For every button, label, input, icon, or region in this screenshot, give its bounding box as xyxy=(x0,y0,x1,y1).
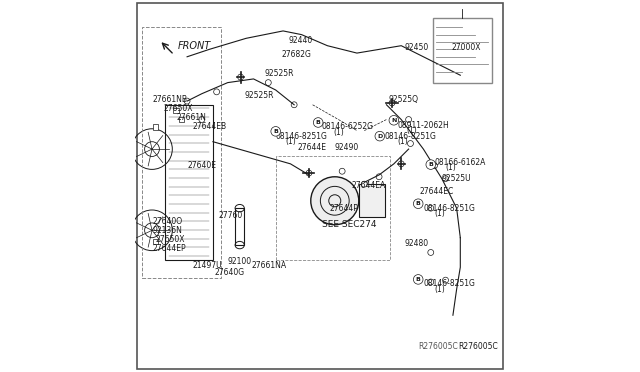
Bar xyxy=(276,157,390,260)
Text: 92440: 92440 xyxy=(289,36,313,45)
Circle shape xyxy=(389,100,395,106)
Text: (1): (1) xyxy=(397,137,408,146)
Circle shape xyxy=(406,116,412,122)
Circle shape xyxy=(376,174,382,180)
Bar xyxy=(173,108,179,113)
Text: 08146-8251G: 08146-8251G xyxy=(424,279,476,288)
Circle shape xyxy=(199,116,205,122)
Circle shape xyxy=(314,118,323,127)
Circle shape xyxy=(398,161,404,167)
Text: R276005C: R276005C xyxy=(458,342,498,351)
Circle shape xyxy=(362,181,367,187)
Text: 92525U: 92525U xyxy=(442,174,472,183)
Circle shape xyxy=(311,177,359,225)
Text: 27640E: 27640E xyxy=(187,161,216,170)
Text: 27650X: 27650X xyxy=(156,235,185,244)
Text: 08166-6162A: 08166-6162A xyxy=(435,157,486,167)
Text: 27644EP: 27644EP xyxy=(152,244,186,253)
Bar xyxy=(165,105,213,260)
Circle shape xyxy=(214,89,220,95)
Text: 92490: 92490 xyxy=(335,143,359,152)
Text: 92525Q: 92525Q xyxy=(388,95,419,104)
Text: 27644EA: 27644EA xyxy=(351,182,386,190)
Text: 08146-8251G: 08146-8251G xyxy=(276,132,328,141)
Text: (1): (1) xyxy=(333,128,344,137)
Text: B: B xyxy=(273,129,278,134)
Text: FRONT: FRONT xyxy=(178,41,211,51)
Text: 92480: 92480 xyxy=(405,239,429,248)
Text: (1): (1) xyxy=(435,209,445,218)
Text: 92525R: 92525R xyxy=(244,91,274,100)
Text: 27644P: 27644P xyxy=(329,203,358,213)
Text: 92450: 92450 xyxy=(405,43,429,52)
Circle shape xyxy=(237,74,244,80)
Text: 21497U: 21497U xyxy=(193,261,222,270)
Bar xyxy=(153,124,158,129)
Circle shape xyxy=(428,205,434,211)
Text: 27640G: 27640G xyxy=(215,268,245,277)
Bar xyxy=(179,117,184,122)
Text: 92136N: 92136N xyxy=(153,226,182,235)
Text: 08146-6252G: 08146-6252G xyxy=(322,122,374,131)
Text: R276005C: R276005C xyxy=(419,342,458,351)
Circle shape xyxy=(389,115,399,125)
Text: N: N xyxy=(391,118,397,123)
Text: 27661NA: 27661NA xyxy=(252,261,287,270)
Bar xyxy=(142,27,221,278)
Text: SEE SEC274: SEE SEC274 xyxy=(322,220,376,229)
Circle shape xyxy=(266,80,271,86)
Text: 27760: 27760 xyxy=(218,211,243,220)
Bar xyxy=(235,208,244,245)
Text: (1): (1) xyxy=(435,285,445,294)
Text: 92100: 92100 xyxy=(228,257,252,266)
Text: (1): (1) xyxy=(445,163,456,172)
Circle shape xyxy=(413,275,423,284)
Text: B: B xyxy=(428,162,433,167)
Circle shape xyxy=(413,199,423,209)
Circle shape xyxy=(443,277,449,283)
Text: 27644EB: 27644EB xyxy=(193,122,227,131)
Circle shape xyxy=(184,98,190,104)
Circle shape xyxy=(443,176,449,182)
Circle shape xyxy=(428,250,434,256)
Text: 92525R: 92525R xyxy=(264,69,294,78)
Text: 27644E: 27644E xyxy=(298,143,327,152)
Circle shape xyxy=(428,279,434,285)
Bar xyxy=(433,18,492,83)
Text: 08146-8251G: 08146-8251G xyxy=(424,203,476,213)
Text: D: D xyxy=(377,134,383,139)
Text: 08911-2062H: 08911-2062H xyxy=(397,121,449,129)
Text: B: B xyxy=(416,277,420,282)
Circle shape xyxy=(408,141,413,147)
Text: 27644EC: 27644EC xyxy=(420,187,454,196)
Circle shape xyxy=(375,131,385,141)
Text: 27661NB: 27661NB xyxy=(152,95,187,104)
Circle shape xyxy=(339,168,345,174)
Text: (1): (1) xyxy=(285,137,296,146)
Text: 27000X: 27000X xyxy=(451,43,481,52)
Text: 08146-8251G: 08146-8251G xyxy=(385,132,436,141)
Circle shape xyxy=(271,126,280,136)
Text: B: B xyxy=(416,201,420,206)
Text: B: B xyxy=(316,120,321,125)
Circle shape xyxy=(306,170,312,176)
Text: (1): (1) xyxy=(407,126,417,135)
Bar xyxy=(359,184,385,217)
Bar xyxy=(153,239,158,244)
Text: 27682G: 27682G xyxy=(281,51,311,60)
Text: 27640O: 27640O xyxy=(153,217,183,225)
Circle shape xyxy=(291,102,297,108)
Circle shape xyxy=(426,160,436,169)
Text: 27650X: 27650X xyxy=(163,104,193,113)
Circle shape xyxy=(431,163,437,169)
Text: 27661N: 27661N xyxy=(176,113,206,122)
